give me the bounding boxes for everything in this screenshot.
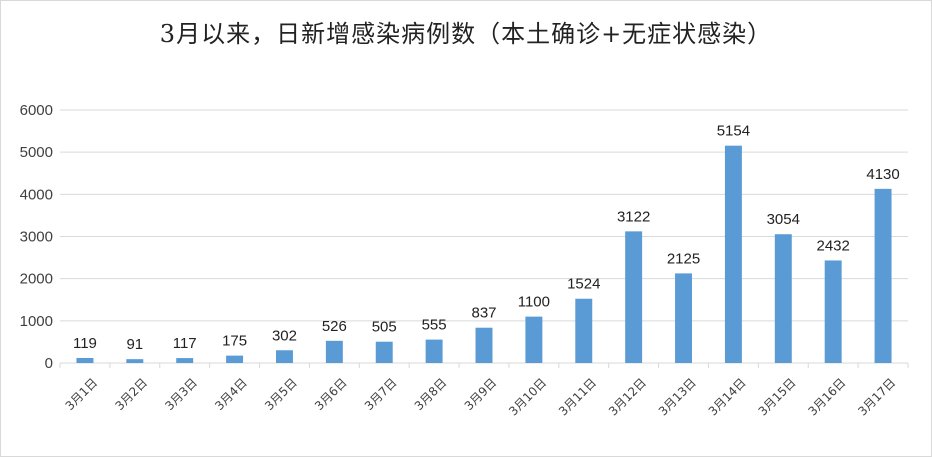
x-tick-label-3月9日: 3月9日 [462,375,500,413]
bar-3月6日 [325,340,343,363]
y-tick-label-4000: 4000 [20,186,53,203]
chart-title: 3月以来，日新增感染病例数（本土确诊+无症状感染） [159,20,773,48]
data-label-3月2日: 91 [126,336,143,353]
bar-3月12日 [625,231,643,363]
data-label-3月10日: 1100 [518,294,550,311]
bar-3月14日 [724,145,742,363]
y-tick-label-3000: 3000 [20,229,53,246]
data-label-3月6日: 526 [322,318,347,335]
data-label-3月17日: 4130 [866,166,899,183]
x-tick-label-3月6日: 3月6日 [312,375,350,413]
data-label-3月16日: 2432 [816,237,849,254]
bar-3月4日 [226,355,244,363]
data-label-3月11日: 1524 [567,276,600,293]
data-label-3月14日: 5154 [717,123,750,140]
data-label-3月4日: 175 [222,333,247,350]
x-tick-label-3月1日: 3月1日 [63,375,101,413]
y-tick-label-0: 0 [45,355,53,372]
data-label-3月9日: 837 [471,305,496,322]
data-label-3月12日: 3122 [617,208,650,225]
bar-3月2日 [126,359,144,363]
y-tick-label-1000: 1000 [20,313,53,330]
x-tick-label-3月8日: 3月8日 [412,375,450,413]
x-tick-label-3月10日: 3月10日 [506,375,549,418]
data-label-3月5日: 302 [272,327,297,344]
y-tick-label-2000: 2000 [20,271,53,288]
data-label-3月15日: 3054 [767,211,800,228]
x-tick-label-3月15日: 3月15日 [756,375,799,418]
x-tick-label-3月3日: 3月3日 [162,375,200,413]
bar-3月7日 [375,341,393,363]
x-tick-label-3月2日: 3月2日 [112,375,150,413]
bar-3月13日 [675,273,693,363]
bar-3月15日 [774,234,792,363]
x-tick-label-3月4日: 3月4日 [212,375,250,413]
bar-3月10日 [525,316,543,363]
x-tick-label-3月13日: 3月13日 [656,375,699,418]
bar-3月5日 [275,350,293,363]
x-tick-label-3月12日: 3月12日 [606,375,649,418]
data-label-3月3日: 117 [173,335,197,352]
bar-3月9日 [475,327,493,363]
bar-3月3日 [176,358,194,363]
bar-3月1日 [76,357,94,363]
y-tick-label-5000: 5000 [20,144,53,161]
bar-3月8日 [425,339,443,363]
x-tick-label-3月11日: 3月11日 [556,375,599,418]
bar-3月11日 [575,298,593,363]
bar-3月16日 [824,260,842,363]
bar-3月17日 [874,188,892,363]
data-label-3月1日: 119 [73,335,97,352]
data-label-3月8日: 555 [422,317,447,334]
x-tick-label-3月7日: 3月7日 [362,375,400,413]
y-tick-label-6000: 6000 [20,102,53,119]
x-tick-label-3月5日: 3月5日 [262,375,300,413]
x-tick-label-3月16日: 3月16日 [805,375,848,418]
x-tick-label-3月14日: 3月14日 [706,375,749,418]
x-tick-label-3月17日: 3月17日 [855,375,898,418]
data-label-3月7日: 505 [372,319,397,336]
data-label-3月13日: 2125 [667,250,700,267]
